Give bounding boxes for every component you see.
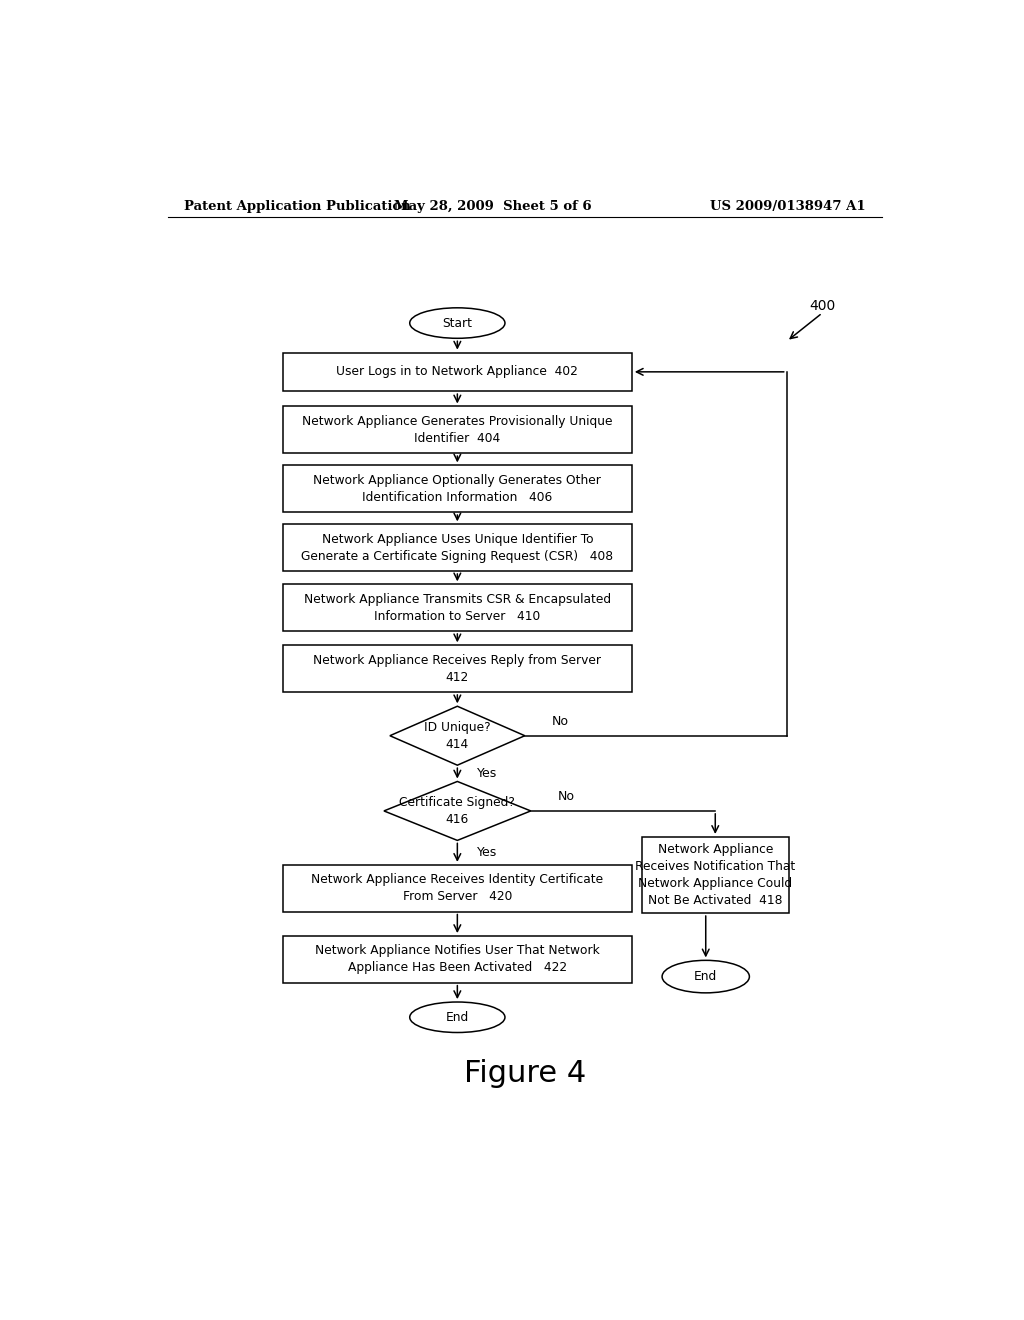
Text: End: End [445, 1011, 469, 1024]
Text: End: End [694, 970, 718, 983]
Text: Start: Start [442, 317, 472, 330]
Text: Patent Application Publication: Patent Application Publication [183, 199, 411, 213]
Text: Network Appliance Receives Reply from Server
412: Network Appliance Receives Reply from Se… [313, 653, 601, 684]
Text: User Logs in to Network Appliance  402: User Logs in to Network Appliance 402 [337, 366, 579, 379]
Text: Yes: Yes [477, 767, 498, 780]
Text: Network Appliance
Receives Notification That
Network Appliance Could
Not Be Acti: Network Appliance Receives Notification … [635, 843, 796, 907]
Text: No: No [552, 715, 569, 729]
Text: US 2009/0138947 A1: US 2009/0138947 A1 [711, 199, 866, 213]
Polygon shape [390, 706, 524, 766]
Text: Network Appliance Optionally Generates Other
Identification Information   406: Network Appliance Optionally Generates O… [313, 474, 601, 504]
FancyBboxPatch shape [283, 524, 632, 572]
Text: No: No [558, 791, 574, 803]
Ellipse shape [410, 1002, 505, 1032]
FancyBboxPatch shape [283, 645, 632, 692]
Text: Yes: Yes [477, 846, 498, 859]
Text: 400: 400 [809, 298, 836, 313]
FancyBboxPatch shape [283, 466, 632, 512]
Polygon shape [384, 781, 530, 841]
Text: Network Appliance Uses Unique Identifier To
Generate a Certificate Signing Reque: Network Appliance Uses Unique Identifier… [301, 533, 613, 562]
Text: Network Appliance Receives Identity Certificate
From Server   420: Network Appliance Receives Identity Cert… [311, 873, 603, 903]
FancyBboxPatch shape [283, 865, 632, 912]
Ellipse shape [663, 961, 750, 993]
Text: ID Unique?
414: ID Unique? 414 [424, 721, 490, 751]
FancyBboxPatch shape [283, 585, 632, 631]
Text: Network Appliance Generates Provisionally Unique
Identifier  404: Network Appliance Generates Provisionall… [302, 414, 612, 445]
FancyBboxPatch shape [283, 352, 632, 391]
FancyBboxPatch shape [283, 936, 632, 982]
Text: May 28, 2009  Sheet 5 of 6: May 28, 2009 Sheet 5 of 6 [394, 199, 592, 213]
Text: Network Appliance Transmits CSR & Encapsulated
Information to Server   410: Network Appliance Transmits CSR & Encaps… [304, 593, 611, 623]
FancyBboxPatch shape [283, 407, 632, 453]
Text: Figure 4: Figure 4 [464, 1059, 586, 1088]
Text: Certificate Signed?
416: Certificate Signed? 416 [399, 796, 515, 826]
Ellipse shape [410, 308, 505, 338]
FancyBboxPatch shape [642, 837, 788, 913]
Text: Network Appliance Notifies User That Network
Appliance Has Been Activated   422: Network Appliance Notifies User That Net… [315, 944, 600, 974]
